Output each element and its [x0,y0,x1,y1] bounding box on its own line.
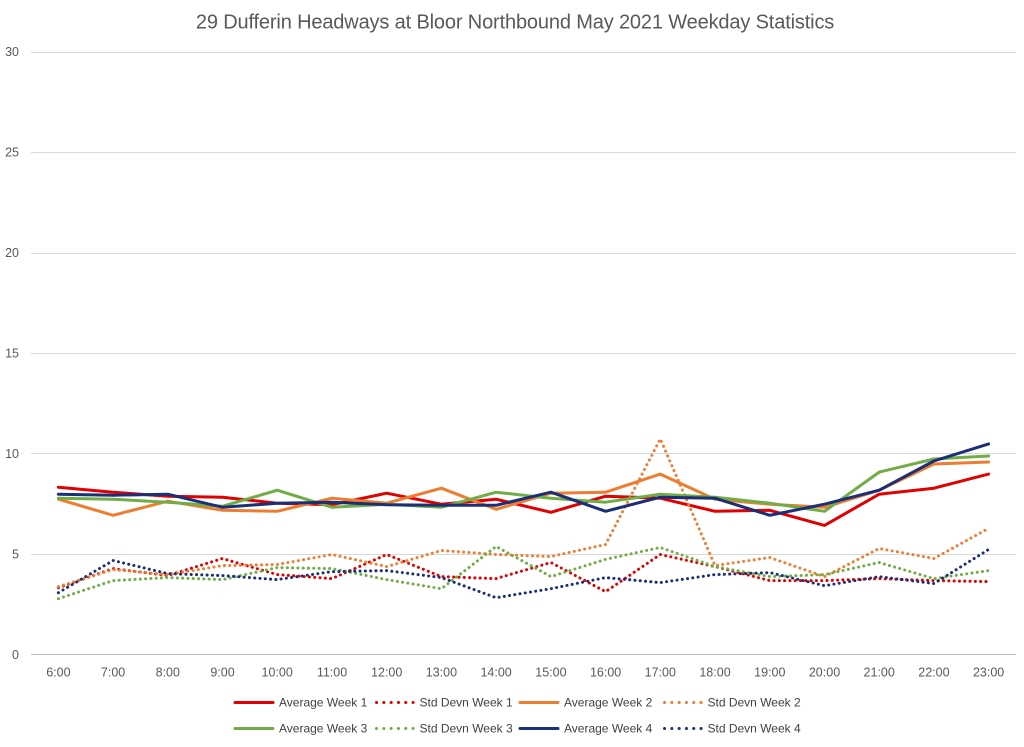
svg-text:5: 5 [12,548,19,562]
svg-text:15:00: 15:00 [535,666,566,680]
svg-text:23:00: 23:00 [973,666,1004,680]
svg-text:15: 15 [5,347,19,361]
svg-text:Average Week 3: Average Week 3 [279,722,368,736]
svg-text:25: 25 [5,146,19,160]
svg-text:29 Dufferin Headways at Bloor: 29 Dufferin Headways at Bloor Northbound… [196,12,834,34]
svg-text:10:00: 10:00 [262,666,293,680]
svg-text:Std Devn Week 3: Std Devn Week 3 [420,722,513,736]
svg-text:10: 10 [5,447,19,461]
svg-text:12:00: 12:00 [371,666,402,680]
svg-text:Average Week 4: Average Week 4 [564,722,653,736]
svg-text:20: 20 [5,246,19,260]
svg-text:14:00: 14:00 [480,666,511,680]
svg-text:Std Devn Week 1: Std Devn Week 1 [420,696,513,710]
svg-text:16:00: 16:00 [590,666,621,680]
svg-text:30: 30 [5,45,19,59]
svg-text:0: 0 [12,648,19,662]
svg-text:13:00: 13:00 [426,666,457,680]
svg-text:8:00: 8:00 [156,666,180,680]
svg-text:6:00: 6:00 [46,666,70,680]
svg-text:11:00: 11:00 [317,666,347,680]
svg-text:Average Week 2: Average Week 2 [564,696,653,710]
svg-text:Average Week 1: Average Week 1 [279,696,368,710]
svg-text:7:00: 7:00 [101,666,125,680]
svg-text:22:00: 22:00 [918,666,949,680]
svg-text:Std Devn Week 4: Std Devn Week 4 [708,722,801,736]
svg-text:21:00: 21:00 [864,666,895,680]
svg-text:9:00: 9:00 [210,666,234,680]
svg-text:Std Devn Week 2: Std Devn Week 2 [708,696,801,710]
svg-text:19:00: 19:00 [754,666,785,680]
svg-text:20:00: 20:00 [809,666,840,680]
svg-text:17:00: 17:00 [645,666,676,680]
svg-text:18:00: 18:00 [699,666,730,680]
